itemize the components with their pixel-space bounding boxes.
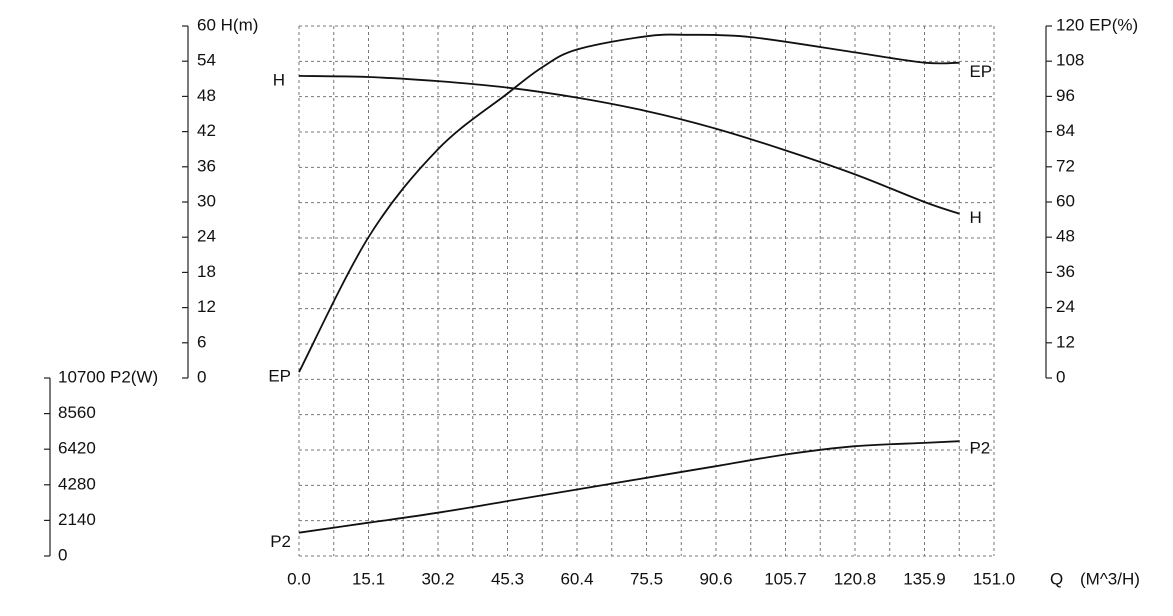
efficiency-tick-label: 0 <box>1056 367 1065 386</box>
x-tick-label: 75.5 <box>630 569 663 588</box>
power-tick-label: 6420 <box>58 439 96 458</box>
curve-label-h-start: H <box>273 70 285 89</box>
chart-curves <box>298 33 960 534</box>
head-tick-label: 30 <box>197 191 216 210</box>
head-tick-label: 48 <box>197 86 216 105</box>
power-tick-label: 0 <box>58 545 67 564</box>
x-tick-label: 15.1 <box>352 569 385 588</box>
power-tick-label: 2140 <box>58 510 96 529</box>
x-tick-label: 120.8 <box>834 569 877 588</box>
chart-axes <box>44 25 1052 557</box>
curve-p2 <box>298 440 960 534</box>
curve-label-ep-end: EP <box>969 62 992 81</box>
x-axis-unit-label: (M^3/H) <box>1080 569 1140 588</box>
x-tick-label: 45.3 <box>491 569 524 588</box>
chart-grid <box>298 25 995 557</box>
power-tick-label: 8560 <box>58 403 96 422</box>
chart-labels: 0.0 15.1 30.2 45.3 60.4 75.5 90.6 105.7 120.8 135… <box>58 15 1140 588</box>
head-tick-label: 6 <box>197 332 206 351</box>
x-tick-label: 151.0 <box>973 569 1016 588</box>
x-tick-label: 105.7 <box>764 569 807 588</box>
efficiency-tick-label: 72 <box>1056 156 1075 175</box>
x-tick-label: 30.2 <box>421 569 454 588</box>
curve-label-h-end: H <box>969 208 981 227</box>
head-tick-label: 36 <box>197 156 216 175</box>
x-tick-label: 135.9 <box>903 569 946 588</box>
head-tick-label: 24 <box>197 227 216 246</box>
efficiency-tick-label: 108 <box>1056 51 1084 70</box>
efficiency-tick-label: 96 <box>1056 86 1075 105</box>
curve-ep <box>298 33 960 373</box>
curve-h <box>298 75 960 215</box>
curve-label-p2-end: P2 <box>969 439 990 458</box>
head-tick-label: 0 <box>197 367 206 386</box>
head-tick-label: 42 <box>197 121 216 140</box>
head-axis-title: 60 H(m) <box>197 15 258 34</box>
efficiency-tick-label: 36 <box>1056 262 1075 281</box>
x-tick-label: 90.6 <box>699 569 732 588</box>
curve-label-ep-start: EP <box>268 367 291 386</box>
efficiency-tick-label: 12 <box>1056 332 1075 351</box>
x-tick-label: 60.4 <box>560 569 593 588</box>
power-axis-title: 10700 P2(W) <box>58 367 158 386</box>
efficiency-tick-label: 24 <box>1056 297 1075 316</box>
efficiency-axis-title: 120 EP(%) <box>1056 15 1138 34</box>
x-tick-label: 0.0 <box>287 569 311 588</box>
efficiency-tick-label: 84 <box>1056 121 1075 140</box>
head-tick-label: 12 <box>197 297 216 316</box>
head-tick-label: 18 <box>197 262 216 281</box>
efficiency-tick-label: 48 <box>1056 227 1075 246</box>
head-tick-label: 54 <box>197 51 216 70</box>
power-tick-label: 4280 <box>58 474 96 493</box>
x-axis-label: Q <box>1050 569 1063 588</box>
efficiency-tick-label: 60 <box>1056 191 1075 210</box>
curve-label-p2-start: P2 <box>270 532 291 551</box>
